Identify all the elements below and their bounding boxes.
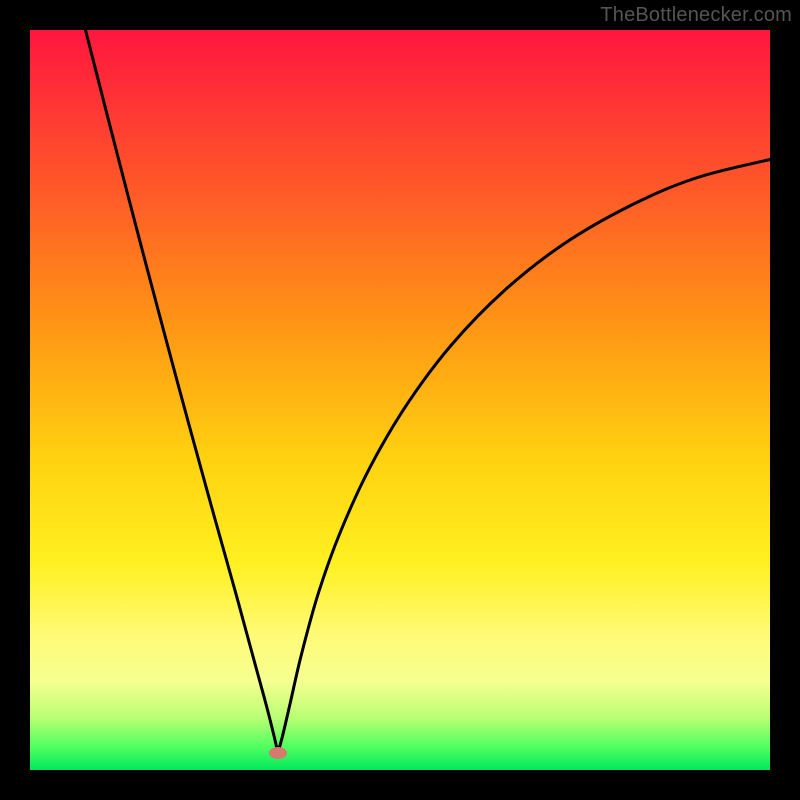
watermark-text: TheBottlenecker.com [600, 4, 792, 27]
optimal-point-marker [269, 747, 287, 759]
bottleneck-curve [30, 30, 770, 770]
plot-area [30, 30, 770, 770]
